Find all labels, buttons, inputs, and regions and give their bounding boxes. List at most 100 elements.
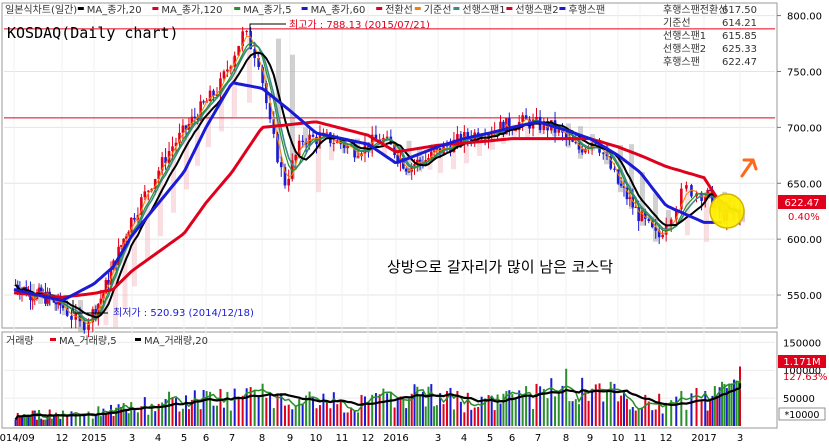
candle-body	[564, 132, 568, 138]
volume-bar	[542, 388, 545, 426]
volume-bar	[55, 412, 58, 426]
cloud-segment	[653, 193, 658, 242]
x-tick-label: 8	[563, 433, 569, 444]
candle-body	[229, 66, 233, 70]
volume-bar	[154, 411, 157, 426]
info-value: 617.50	[722, 5, 757, 16]
volume-bar	[709, 399, 712, 426]
candle-body	[524, 115, 528, 120]
price-tag-value: 622.47	[785, 198, 820, 209]
candle-body	[122, 238, 125, 246]
candle-body	[631, 197, 635, 208]
volume-bar	[216, 405, 219, 426]
candle-body	[233, 55, 236, 67]
candle-body	[396, 155, 400, 162]
volume-bar	[20, 416, 23, 426]
candle-body	[181, 125, 185, 133]
candle-body	[52, 298, 56, 303]
candle-body	[346, 145, 349, 149]
candle-body	[127, 231, 131, 237]
x-tick-label: 12	[56, 433, 69, 444]
min-price-label: 최저가 : 520.93 (2014/12/18)	[113, 307, 254, 319]
volume-bar	[336, 404, 339, 426]
volume-bar	[584, 389, 587, 426]
candle-body	[647, 218, 651, 222]
volume-bar	[143, 397, 146, 426]
chart-title: KOSDAQ(Daily chart)	[7, 24, 179, 42]
cloud-segment	[417, 146, 422, 172]
volume-bar	[518, 390, 521, 426]
volume-bar	[325, 402, 328, 426]
volume-bar	[57, 414, 60, 426]
x-tick-label: 2015	[81, 433, 106, 444]
volume-bar	[308, 391, 311, 426]
volume-bar	[46, 416, 49, 426]
x-tick-label: 12	[660, 433, 673, 444]
price-tag-box	[778, 195, 826, 209]
highlight-circle	[709, 193, 745, 229]
volume-bar	[508, 390, 511, 426]
info-value: 615.85	[722, 31, 757, 42]
x-tick-label: 10	[612, 433, 625, 444]
volume-bar	[685, 409, 688, 426]
candle-body	[505, 118, 508, 135]
volume-bar	[44, 419, 47, 426]
volume-bar	[675, 396, 678, 426]
volume-bar	[83, 415, 86, 426]
legend-label: 전환선	[385, 4, 413, 16]
cloud-segment	[184, 131, 189, 190]
candle-body	[226, 69, 229, 72]
volume-bar	[38, 409, 41, 426]
x-tick-label: 7	[229, 433, 235, 444]
volume-bar	[591, 389, 594, 426]
x-tick-label: 6	[203, 433, 209, 444]
x-tick-label: 11	[336, 433, 349, 444]
candle-body	[622, 185, 626, 188]
legend-label: MA_종가,120	[161, 4, 222, 16]
cloud-segment	[276, 38, 281, 159]
cloud-segment	[113, 267, 118, 328]
volume-bar	[125, 408, 128, 426]
candle-body	[294, 155, 298, 161]
volume-bar	[360, 394, 363, 426]
candle-body	[129, 217, 133, 232]
volume-bar	[339, 400, 342, 426]
candle-body	[245, 31, 248, 33]
candle-body	[469, 138, 473, 141]
candle-body	[690, 185, 693, 197]
volume-bar	[245, 388, 248, 426]
volume-bar	[329, 408, 332, 426]
candle-body	[654, 227, 658, 231]
volume-bar	[680, 391, 683, 426]
volume-bar	[237, 398, 240, 426]
volume-bar	[219, 388, 222, 426]
volume-bar	[23, 414, 26, 426]
candle-body	[456, 134, 459, 140]
info-value: 614.21	[722, 18, 757, 29]
cloud-segment	[247, 37, 252, 103]
candle-body	[628, 197, 632, 200]
volume-bar	[16, 412, 19, 426]
volume-bar	[654, 409, 657, 426]
candle-body	[708, 189, 712, 191]
volume-bar	[594, 384, 597, 426]
volume-bar	[723, 384, 726, 426]
y-tick-label: 600.00	[787, 235, 822, 246]
cloud-segment	[477, 132, 482, 156]
volume-bar	[168, 391, 171, 426]
volume-bar	[178, 411, 181, 426]
volume-bar	[670, 400, 673, 426]
cloud-segment	[219, 88, 224, 132]
volume-bar	[269, 392, 272, 426]
volume-bar	[31, 410, 34, 426]
volume-bar	[272, 408, 275, 426]
candle-body	[261, 67, 264, 84]
volume-bar	[199, 409, 202, 426]
volume-bar	[456, 390, 459, 426]
volume-bar	[470, 409, 473, 426]
volume-bar	[52, 416, 55, 426]
cloud-segment	[396, 146, 401, 162]
x-tick-label: 2016	[383, 433, 408, 444]
volume-bar	[730, 383, 733, 426]
